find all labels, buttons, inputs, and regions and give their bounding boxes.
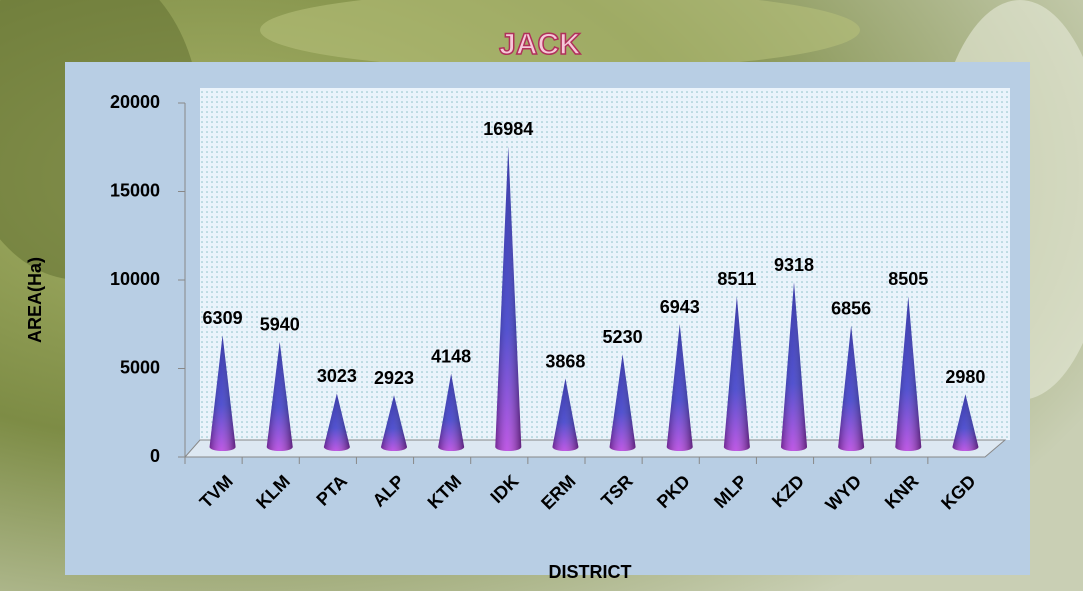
- cone-part: [723, 296, 750, 451]
- cone: [609, 354, 636, 451]
- cone-part: [438, 373, 465, 451]
- data-label: 6309: [203, 308, 243, 328]
- cone: [895, 296, 922, 451]
- x-axis-title: DISTRICT: [549, 562, 632, 582]
- cone-part: [552, 378, 579, 451]
- cone: [495, 146, 522, 452]
- data-label: 5940: [260, 315, 300, 335]
- y-axis-title: AREA(Ha): [25, 257, 45, 343]
- cone-part: [609, 354, 636, 451]
- data-label: 6943: [660, 297, 700, 317]
- cone-part: [895, 296, 922, 451]
- data-label: 2980: [945, 367, 985, 387]
- cone-part: [666, 324, 693, 451]
- cone-part: [952, 394, 979, 451]
- cone-part: [209, 335, 236, 451]
- chart-title: JACK: [499, 28, 581, 61]
- data-label: 9318: [774, 255, 814, 275]
- cone: [266, 341, 293, 451]
- y-tick-label: 10000: [110, 269, 160, 289]
- data-label: 3868: [545, 351, 585, 371]
- data-label: 3023: [317, 366, 357, 386]
- cone-part: [266, 341, 293, 451]
- cone: [838, 325, 865, 451]
- y-tick-label: 5000: [120, 357, 160, 377]
- plot-wall: [200, 88, 1010, 440]
- plot-floor: [183, 439, 1007, 458]
- cone-part: [381, 395, 407, 451]
- cone: [781, 282, 807, 451]
- cone-part: [495, 146, 522, 452]
- cone: [552, 378, 579, 451]
- y-tick-label: 20000: [110, 92, 160, 112]
- cone: [323, 393, 350, 451]
- cone: [723, 296, 750, 451]
- data-label: 2923: [374, 368, 414, 388]
- data-label: 5230: [603, 327, 643, 347]
- cone-part: [838, 325, 865, 451]
- cone: [209, 335, 236, 451]
- y-tick-label: 0: [150, 446, 160, 466]
- data-label: 6856: [831, 298, 871, 318]
- cone: [381, 395, 407, 451]
- data-label: 16984: [483, 119, 533, 139]
- cone-part: [781, 282, 807, 451]
- cone-part: [323, 393, 350, 451]
- data-label: 8505: [888, 269, 928, 289]
- y-tick-label: 15000: [110, 180, 160, 200]
- cone: [666, 324, 693, 451]
- data-label: 4148: [431, 346, 471, 366]
- cone: [952, 394, 979, 451]
- data-label: 8511: [717, 269, 756, 289]
- background-blob: [260, 0, 860, 70]
- cone: [438, 373, 465, 451]
